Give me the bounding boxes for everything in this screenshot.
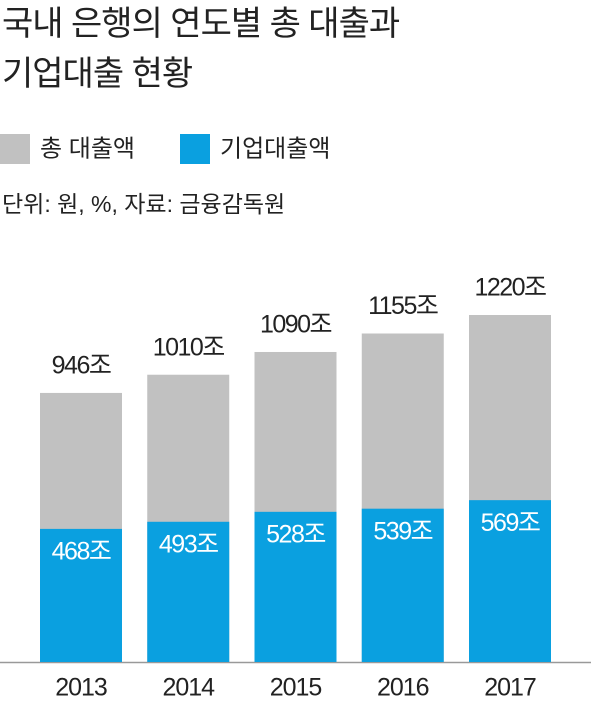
bar [469,500,551,662]
chart-title: 기업대출 현황 [2,55,193,93]
value-label: 1220조 [474,274,546,302]
x-tick-label: 2015 [270,674,322,702]
value-label: 539조 [373,517,432,545]
chart-title: 국내 은행의 연도별 총 대출과 [2,5,400,43]
legend-label: 총 대출액 [40,135,135,162]
x-tick-label: 2013 [55,674,107,702]
value-label: 569조 [481,509,540,537]
x-tick-label: 2016 [377,674,429,702]
legend-swatch [180,134,210,164]
bar [147,521,230,662]
value-label: 1090조 [260,311,332,339]
note: 단위: 원, %, 자료: 금융감독원 [2,191,285,217]
value-label: 1010조 [153,333,225,361]
x-tick-label: 2017 [484,674,536,702]
bar [361,508,444,662]
value-label: 528조 [266,520,325,548]
legend-label: 기업대출액 [220,135,330,162]
bar [254,511,337,662]
value-label: 468조 [52,537,111,565]
value-label: 946조 [52,352,111,380]
bar [40,528,122,662]
x-tick-label: 2014 [162,674,215,702]
value-label: 493조 [159,530,218,558]
value-label: 1155조 [368,292,438,320]
legend-swatch [0,134,30,164]
